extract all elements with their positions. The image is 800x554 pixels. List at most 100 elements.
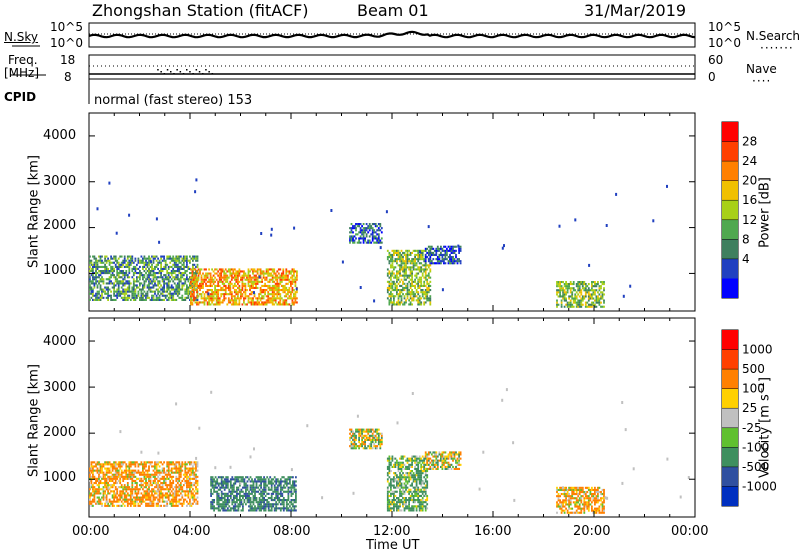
- velocity-cell: [349, 428, 351, 431]
- velocity-cell: [251, 505, 253, 508]
- power-cell: [123, 265, 126, 268]
- power-cell: [290, 272, 292, 275]
- velocity-cell: [173, 463, 176, 466]
- velocity-cell: [155, 496, 158, 499]
- power-cell: [296, 278, 298, 281]
- velocity-cell: [151, 484, 153, 487]
- power-cell: [161, 267, 164, 270]
- velocity-cell: [264, 484, 267, 487]
- power-cell: [98, 265, 100, 268]
- power-cell: [137, 261, 140, 264]
- power-cell: [134, 257, 137, 260]
- velocity-cell: [173, 465, 176, 468]
- velocity-cell: [101, 482, 103, 485]
- velocity-cell: [148, 461, 150, 464]
- power-cell: [453, 260, 456, 263]
- velocity-cell: [189, 486, 191, 489]
- velocity-cell: [210, 492, 212, 495]
- power-cell: [559, 291, 561, 294]
- velocity-cell: [161, 488, 164, 491]
- power-cell: [203, 295, 206, 298]
- velocity-cell: [388, 455, 391, 458]
- velocity-cell: [243, 478, 246, 481]
- power-cell: [600, 297, 602, 300]
- power-cell: [250, 278, 253, 281]
- power-cell: [252, 303, 254, 306]
- velocity-cell: [140, 479, 143, 482]
- velocity-cell: [139, 477, 141, 480]
- power-cell: [282, 303, 285, 306]
- power-cell: [169, 272, 172, 275]
- power-cell: [396, 272, 398, 275]
- power-cell: [200, 278, 203, 281]
- velocity-cell: [364, 443, 366, 446]
- velocity-cell: [211, 492, 214, 495]
- velocity-cell: [396, 463, 398, 466]
- velocity-cell: [190, 502, 193, 505]
- power-cell: [406, 262, 409, 265]
- velocity-cell: [126, 488, 129, 491]
- velocity-cell: [126, 465, 129, 468]
- power-cell: [364, 239, 366, 242]
- power-cell: [427, 276, 430, 279]
- velocity-cell: [408, 497, 410, 500]
- power-cell: [261, 284, 263, 287]
- power-cell: [243, 284, 245, 287]
- velocity-cell: [122, 498, 125, 501]
- power-cell: [603, 289, 605, 292]
- velocity-cell: [293, 480, 296, 483]
- velocity-cell: [190, 461, 193, 464]
- velocity-cell: [155, 486, 158, 489]
- velocity-cell: [148, 504, 150, 507]
- power-cell: [268, 293, 271, 296]
- velocity-cell: [175, 496, 178, 499]
- power-cell: [158, 296, 161, 299]
- velocity-cell: [160, 496, 162, 499]
- power-cell: [399, 274, 401, 277]
- power-cell: [578, 291, 581, 294]
- velocity-cell: [181, 486, 184, 489]
- velocity-cell: [195, 461, 197, 464]
- velocity-cell: [116, 500, 119, 503]
- power-cell: [217, 295, 220, 298]
- power-cell: [187, 259, 190, 262]
- velocity-cell: [146, 469, 149, 472]
- power-cell: [176, 267, 179, 270]
- power-cell: [129, 257, 132, 260]
- power-cell: [429, 295, 432, 298]
- velocity-cell: [236, 492, 238, 495]
- power-cell: [414, 284, 416, 287]
- velocity-cell: [184, 463, 187, 466]
- velocity-cell: [113, 475, 115, 478]
- velocity-cell: [210, 488, 212, 491]
- power-cell: [249, 270, 251, 273]
- velocity-cell: [213, 486, 215, 489]
- power-cell: [221, 289, 224, 292]
- power-cell: [93, 276, 96, 279]
- power-cell: [119, 265, 122, 268]
- velocity-cell: [193, 477, 196, 480]
- velocity-cell: [408, 501, 410, 504]
- velocity-cell: [137, 502, 140, 505]
- power-scatter-cell: [155, 217, 158, 221]
- power-cell: [374, 231, 377, 234]
- power-cell: [110, 276, 112, 279]
- velocity-cell: [148, 494, 150, 497]
- velocity-cell: [350, 447, 353, 450]
- velocity-cell: [187, 475, 190, 478]
- velocity-cell: [161, 463, 164, 466]
- power-cell: [427, 258, 430, 261]
- velocity-cell: [155, 461, 158, 464]
- power-scatter-cell: [652, 219, 655, 223]
- velocity-cell: [287, 494, 290, 497]
- power-cell: [240, 291, 242, 294]
- velocity-cell: [248, 501, 250, 504]
- velocity-cell: [293, 490, 296, 493]
- power-cell: [178, 296, 181, 299]
- velocity-cell: [90, 475, 93, 478]
- nave-dip-point: [182, 73, 185, 75]
- power-cell: [365, 229, 368, 232]
- velocity-cell: [129, 498, 132, 501]
- power-cell: [415, 289, 418, 292]
- power-cell: [455, 253, 457, 256]
